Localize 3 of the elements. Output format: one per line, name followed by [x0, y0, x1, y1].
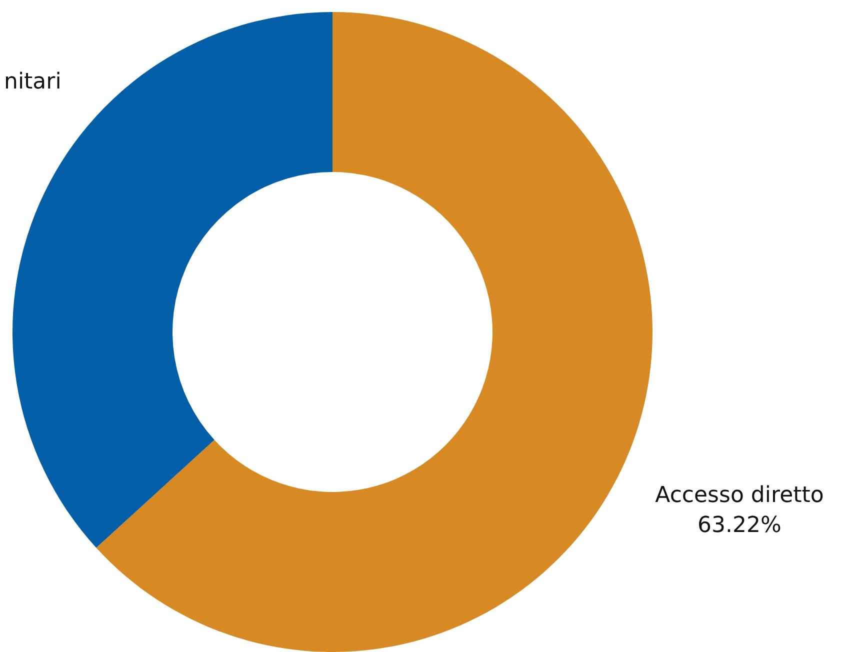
slice-label: Accesso diretto [655, 483, 824, 508]
slice-label: nitari [4, 69, 62, 94]
data-label: 63.22% [698, 513, 782, 538]
